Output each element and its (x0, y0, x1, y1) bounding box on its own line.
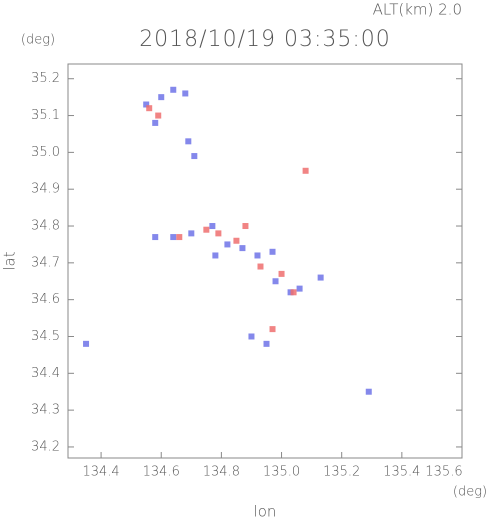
echo-point (233, 237, 240, 244)
echo-point (152, 119, 159, 126)
echo-point (317, 274, 324, 281)
x-tick-label: 134.8 (203, 465, 240, 480)
echo-point (170, 234, 177, 241)
echo-point (224, 241, 231, 248)
x-tick-label: 135.0 (263, 465, 300, 480)
echo-point (302, 167, 309, 174)
chart-subtitle: ALT(km) 2.0 (373, 1, 462, 19)
y-unit: (deg) (21, 33, 55, 48)
y-tick-label: 35.2 (31, 71, 60, 86)
echo-point (272, 278, 279, 285)
y-tick-label: 34.4 (31, 366, 60, 381)
x-axis-label: lon (254, 503, 277, 521)
echo-point (155, 112, 162, 119)
x-tick-label: 134.4 (82, 465, 119, 480)
echo-point (365, 388, 372, 395)
y-tick-label: 35.1 (31, 108, 60, 123)
y-tick-label: 35.0 (31, 145, 60, 160)
echo-point (269, 326, 276, 333)
x-tick-label: 135.4 (383, 465, 420, 480)
echo-point (158, 94, 165, 101)
echo-point (170, 86, 177, 93)
y-tick-label: 34.7 (31, 255, 60, 270)
echo-point (176, 234, 183, 241)
echo-point (269, 248, 276, 255)
y-tick-label: 34.2 (31, 439, 60, 454)
echo-point (239, 245, 246, 252)
echo-point (287, 289, 294, 296)
echo-point (215, 230, 222, 237)
x-tick-label: 134.6 (143, 465, 180, 480)
echo-point (296, 285, 303, 292)
echo-point (278, 270, 285, 277)
echo-point (248, 333, 255, 340)
echo-point (257, 263, 264, 270)
echo-point (83, 340, 90, 347)
y-tick-label: 34.6 (31, 292, 60, 307)
x-unit: (deg) (453, 485, 487, 500)
echo-point (203, 226, 210, 233)
plot-frame (67, 63, 463, 459)
echo-point (254, 252, 261, 259)
echo-point (191, 153, 198, 160)
y-tick-label: 34.5 (31, 329, 60, 344)
echo-point (212, 252, 219, 259)
chart-title: 2018/10/19 03:35:00 (139, 27, 391, 52)
echo-point (182, 90, 189, 97)
y-tick-label: 34.8 (31, 219, 60, 234)
x-tick-label: 135.6 (425, 465, 462, 480)
echo-point (143, 101, 150, 108)
echo-point (146, 105, 153, 112)
y-tick-label: 34.9 (31, 182, 60, 197)
echo-point (209, 223, 216, 230)
echo-point (152, 234, 159, 241)
echo-point (263, 340, 270, 347)
echo-point (242, 223, 249, 230)
y-tick-label: 34.3 (31, 403, 60, 418)
echo-point (188, 230, 195, 237)
echo-point (185, 138, 192, 145)
y-axis-label: lat (1, 251, 19, 270)
x-tick-label: 135.2 (323, 465, 360, 480)
echo-point (290, 289, 297, 296)
